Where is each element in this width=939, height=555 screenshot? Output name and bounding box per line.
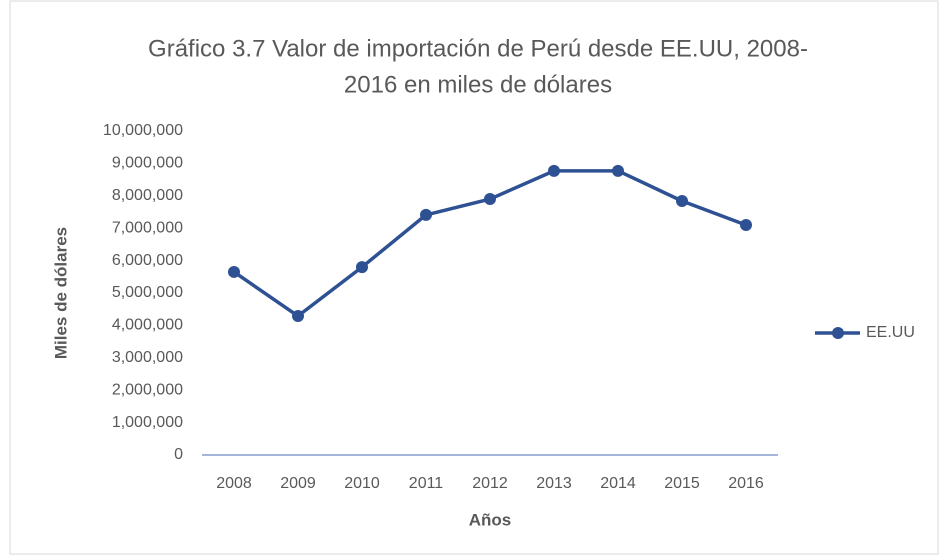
- data-point: [548, 164, 560, 177]
- x-tick-label: 2015: [664, 475, 700, 492]
- data-point: [228, 265, 240, 278]
- legend-marker: [832, 327, 844, 339]
- x-tick-label: 2012: [472, 475, 508, 492]
- y-tick-label: 4,000,000: [112, 317, 183, 334]
- y-tick-label: 10,000,000: [103, 122, 183, 139]
- chart-frame: [9, 0, 939, 555]
- data-point: [420, 208, 432, 221]
- y-tick-label: 7,000,000: [112, 219, 183, 236]
- chart-title: 2016 en miles de dólares: [344, 71, 612, 98]
- data-point: [740, 218, 752, 231]
- y-tick-label: 8,000,000: [112, 187, 183, 204]
- x-tick-label: 2014: [600, 475, 636, 492]
- x-tick-label: 2011: [409, 475, 444, 492]
- data-point: [356, 261, 368, 274]
- y-tick-label: 6,000,000: [112, 252, 183, 269]
- data-point: [292, 310, 304, 323]
- x-tick-label: 2013: [536, 475, 572, 492]
- x-tick-label: 2009: [280, 475, 316, 492]
- y-tick-label: 0: [174, 446, 183, 463]
- x-tick-label: 2010: [344, 475, 380, 492]
- data-point: [612, 164, 624, 177]
- y-tick-label: 9,000,000: [112, 155, 183, 172]
- chart-title: Gráfico 3.7 Valor de importación de Perú…: [148, 35, 808, 62]
- y-tick-label: 1,000,000: [112, 414, 183, 431]
- data-point: [676, 194, 688, 207]
- legend-label: EE.UU: [866, 324, 915, 341]
- y-tick-label: 5,000,000: [112, 284, 183, 301]
- x-tick-label: 2016: [728, 475, 764, 492]
- y-tick-label: 3,000,000: [112, 349, 183, 366]
- x-axis-title: Años: [469, 510, 512, 529]
- y-tick-label: 2,000,000: [112, 381, 183, 398]
- x-tick-label: 2008: [216, 475, 252, 492]
- y-axis-title: Miles de dólares: [51, 227, 70, 359]
- data-point: [484, 193, 496, 206]
